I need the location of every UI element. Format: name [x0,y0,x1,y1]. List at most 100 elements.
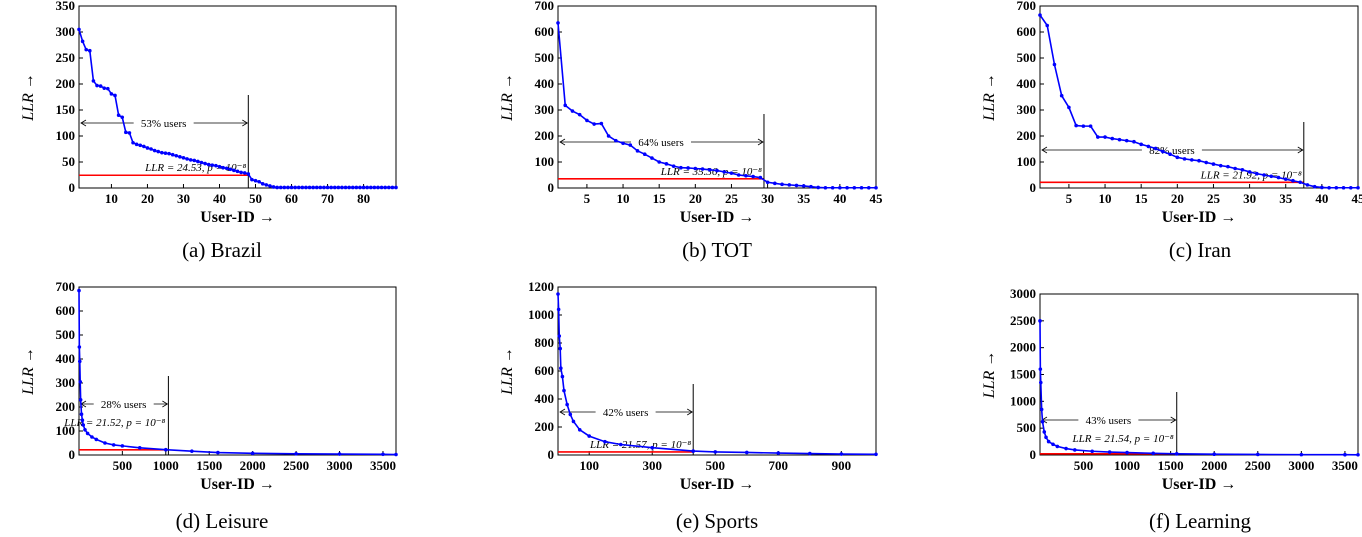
x-tick-label: 500 [706,458,726,473]
x-axis-label: User-ID → [200,209,275,226]
data-point [1081,124,1086,128]
data-point [1064,446,1068,451]
arrow-head-right [686,408,693,416]
data-point [845,185,849,190]
x-tick-label: 70 [321,191,334,206]
x-axis-label: User-ID → [680,209,755,226]
y-tick-label: 400 [535,76,555,91]
data-point [138,143,143,148]
data-point [1356,185,1360,190]
data-point [131,140,135,145]
x-tick-label: 30 [761,191,774,206]
data-point [773,181,777,186]
data-point [839,452,844,456]
data-point [1204,160,1209,165]
x-tick-label: 500 [113,458,133,473]
data-point [120,115,125,120]
x-axis-label: User-ID → [680,476,755,493]
data-point [83,428,87,432]
x-tick-label: 100 [579,458,599,473]
data-point [314,185,319,190]
chart-panel-3: 0 100 200 300 400 500 600 700 5 10 15 20 25 30 35 40 45 U… [981,0,1362,262]
data-point [81,423,86,427]
data-point [271,185,276,189]
data-point [809,184,813,189]
data-point [559,366,563,371]
threshold-label: LLR = 21.54, p = 10⁻⁸ [1072,433,1174,445]
data-point [322,185,326,190]
y-tick-label: 300 [56,24,76,39]
data-point [85,431,90,436]
panel-caption: (b) TOT [682,238,752,262]
data-point [264,183,269,187]
x-tick-label: 15 [1135,191,1149,206]
data-point [1211,162,1216,166]
data-point [801,184,806,188]
y-tick-label: 400 [535,391,555,406]
data-point [707,168,712,172]
data-point [1175,155,1180,160]
data-point [257,179,261,184]
x-tick-label: 50 [249,191,262,206]
panel-caption: (f) Learning [1149,509,1252,533]
data-point [657,160,661,164]
y-axis-label: LLR → [981,73,998,122]
data-point [776,451,781,455]
data-point [260,182,265,186]
data-point [250,451,255,456]
y-tick-label: 500 [56,327,76,342]
data-point [1320,185,1324,190]
data-point [1305,183,1310,187]
data-point [1052,62,1057,67]
data-point [246,172,251,176]
data-point [253,178,258,183]
data-point [1117,137,1122,142]
percent-label: 42% users [603,407,649,419]
y-axis-label: LLR → [20,347,37,396]
data-point [729,171,734,175]
data-point [556,292,560,296]
percent-label-bg [1078,413,1139,426]
data-point [282,185,287,190]
data-point [1088,124,1093,128]
x-tick-label: 40 [1315,191,1328,206]
data-point [1189,158,1194,162]
data-point [199,160,204,165]
data-point [1146,144,1151,149]
data-point [1255,452,1260,457]
data-point [294,452,298,456]
data-point [618,442,623,447]
data-point [560,374,565,379]
data-point [628,143,633,147]
data-point [160,150,164,155]
data-point [95,83,99,88]
percent-label-bg [595,405,656,418]
x-tick-label: 35 [1279,191,1293,206]
panel-caption: (a) Brazil [182,238,262,262]
data-point [1139,142,1143,147]
data-point [563,103,568,108]
data-point [210,163,215,167]
data-point [386,185,391,190]
y-tick-label: 300 [535,102,555,117]
data-point [1182,157,1187,161]
x-tick-label: 35 [797,191,811,206]
data-point [1291,178,1295,183]
arrow-head-right [757,138,764,146]
data-point [816,185,820,190]
data-point [80,418,85,423]
x-tick-label: 5 [1066,191,1073,206]
data-point [214,163,218,168]
data-point [170,152,175,157]
x-tick-label: 3500 [1332,458,1358,473]
data-point [77,27,81,32]
data-point [1269,174,1274,179]
data-point [90,435,94,439]
data-point [1197,158,1201,163]
y-tick-label: 200 [56,399,76,414]
data-point [368,185,373,190]
data-point [232,168,236,173]
plot-frame [1039,5,1359,189]
arrow-head-left [1041,146,1048,154]
y-axis-label: LLR → [499,73,516,122]
